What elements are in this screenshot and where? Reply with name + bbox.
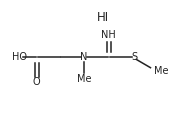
- Text: NH: NH: [101, 30, 116, 40]
- Text: S: S: [131, 53, 137, 62]
- Text: O: O: [33, 77, 41, 87]
- Text: HO: HO: [12, 53, 27, 62]
- Text: HI: HI: [96, 11, 109, 24]
- Text: Me: Me: [154, 66, 169, 76]
- Text: N: N: [80, 53, 88, 62]
- Text: Me: Me: [77, 74, 91, 84]
